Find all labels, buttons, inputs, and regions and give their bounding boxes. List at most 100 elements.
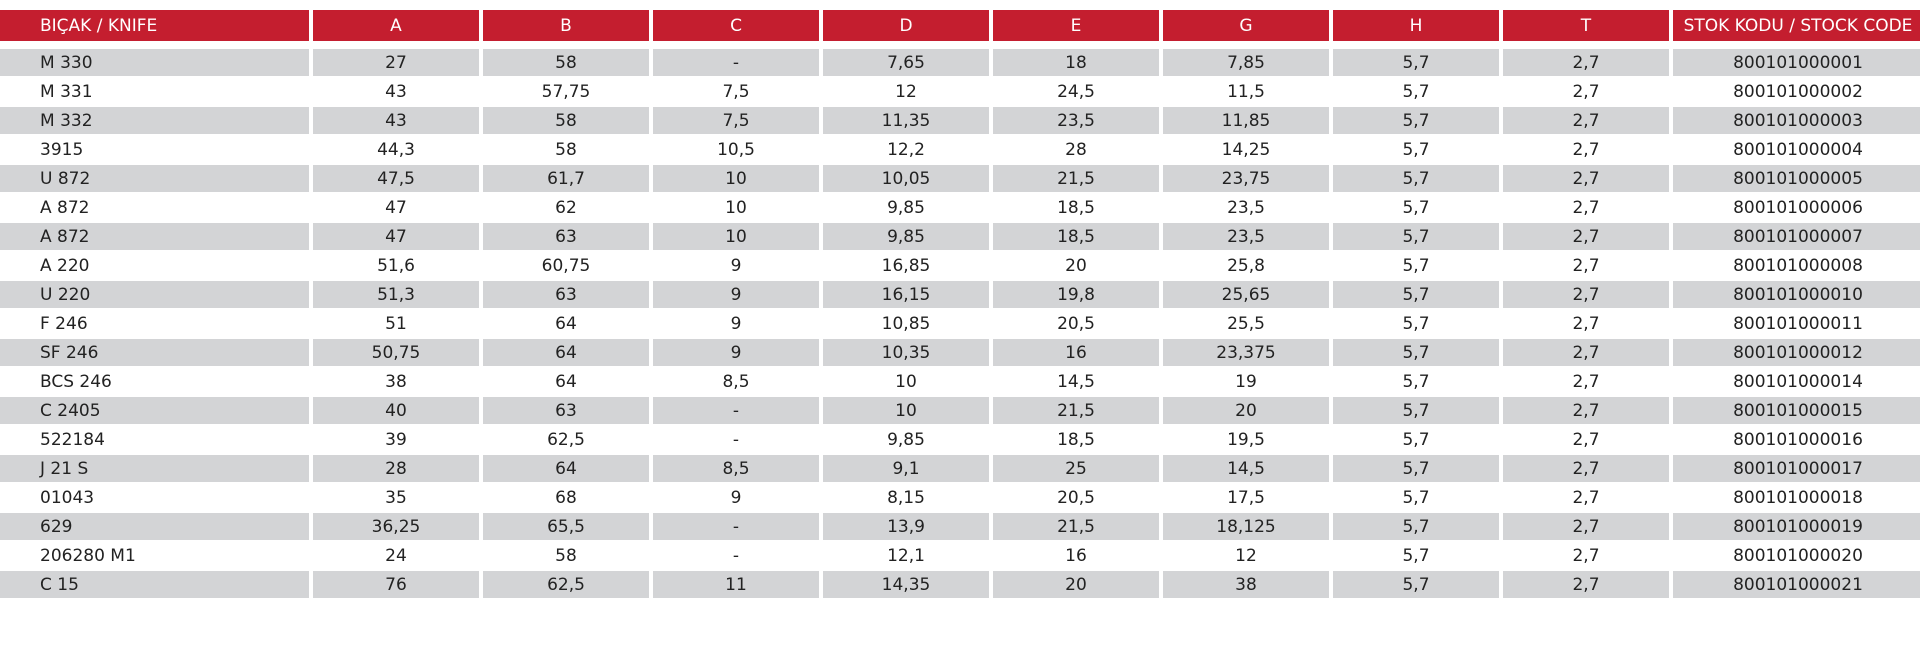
cell: 38 — [1163, 571, 1329, 600]
cell: 2,7 — [1503, 455, 1669, 484]
cell: 5,7 — [1333, 455, 1499, 484]
cell: 38 — [313, 368, 479, 397]
knife-name: M 330 — [0, 49, 309, 78]
knife-name: 629 — [0, 513, 309, 542]
header-cell: H — [1333, 10, 1499, 49]
cell: 24,5 — [993, 78, 1159, 107]
cell: 5,7 — [1333, 513, 1499, 542]
cell: 23,5 — [993, 107, 1159, 136]
cell: 9 — [653, 252, 819, 281]
cell: 14,5 — [993, 368, 1159, 397]
cell: - — [653, 426, 819, 455]
cell: 21,5 — [993, 397, 1159, 426]
knife-name: BCS 246 — [0, 368, 309, 397]
cell: 43 — [313, 107, 479, 136]
header-cell: STOK KODU / STOCK CODE — [1673, 10, 1920, 49]
cell: 800101000011 — [1673, 310, 1920, 339]
cell: 800101000005 — [1673, 165, 1920, 194]
cell: 9,1 — [823, 455, 989, 484]
cell: 62,5 — [483, 426, 649, 455]
cell: 27 — [313, 49, 479, 78]
cell: 800101000020 — [1673, 542, 1920, 571]
cell: 18,125 — [1163, 513, 1329, 542]
cell: 35 — [313, 484, 479, 513]
cell: 18,5 — [993, 426, 1159, 455]
cell: 2,7 — [1503, 194, 1669, 223]
cell: 800101000016 — [1673, 426, 1920, 455]
table-row: C 2405 40 63-10 21,5 20 5,7 2,7 800101000015 — [0, 397, 1920, 426]
cell: 64 — [483, 310, 649, 339]
cell: - — [653, 513, 819, 542]
cell: 64 — [483, 455, 649, 484]
cell: 7,85 — [1163, 49, 1329, 78]
cell: 13,9 — [823, 513, 989, 542]
cell: 50,75 — [313, 339, 479, 368]
cell: 18 — [993, 49, 1159, 78]
cell: 10 — [653, 223, 819, 252]
cell: 19 — [1163, 368, 1329, 397]
cell: 2,7 — [1503, 513, 1669, 542]
knife-name: A 220 — [0, 252, 309, 281]
cell: 16,85 — [823, 252, 989, 281]
cell: 25,8 — [1163, 252, 1329, 281]
header-cell: C — [653, 10, 819, 49]
cell: 8,5 — [653, 455, 819, 484]
cell: 800101000017 — [1673, 455, 1920, 484]
table-row: A 220 51,6 60,75 9 16,85 20 25,8 5,7 2,7 80010100… — [0, 252, 1920, 281]
cell: 47 — [313, 223, 479, 252]
cell: 5,7 — [1333, 368, 1499, 397]
cell: 58 — [483, 107, 649, 136]
header-cell: D — [823, 10, 989, 49]
table-row: A 872 47 63 10 9,85 18,5 23,5 5,7 2,7 80010100000… — [0, 223, 1920, 252]
knife-name: A 872 — [0, 223, 309, 252]
header-cell: E — [993, 10, 1159, 49]
cell: 12,1 — [823, 542, 989, 571]
cell: 2,7 — [1503, 571, 1669, 600]
cell: 17,5 — [1163, 484, 1329, 513]
cell: 10 — [653, 194, 819, 223]
cell: 44,3 — [313, 136, 479, 165]
cell: 5,7 — [1333, 107, 1499, 136]
cell: 58 — [483, 136, 649, 165]
cell: 63 — [483, 397, 649, 426]
cell: 800101000018 — [1673, 484, 1920, 513]
cell: 63 — [483, 223, 649, 252]
cell: 23,75 — [1163, 165, 1329, 194]
cell: 800101000010 — [1673, 281, 1920, 310]
cell: 10,05 — [823, 165, 989, 194]
cell: 18,5 — [993, 194, 1159, 223]
cell: 25 — [993, 455, 1159, 484]
cell: 2,7 — [1503, 49, 1669, 78]
cell: 2,7 — [1503, 484, 1669, 513]
cell: 2,7 — [1503, 252, 1669, 281]
cell: 62,5 — [483, 571, 649, 600]
table-row: BCS 246 38 64 8,5 10 14,5 19 5,7 2,7 800101000014 — [0, 368, 1920, 397]
cell: 16,15 — [823, 281, 989, 310]
cell: 5,7 — [1333, 310, 1499, 339]
knife-name: A 872 — [0, 194, 309, 223]
cell: 11,5 — [1163, 78, 1329, 107]
cell: 18,5 — [993, 223, 1159, 252]
cell: 5,7 — [1333, 165, 1499, 194]
knife-name: 206280 M1 — [0, 542, 309, 571]
cell: 10,35 — [823, 339, 989, 368]
cell: 5,7 — [1333, 223, 1499, 252]
cell: 11,85 — [1163, 107, 1329, 136]
cell: 12 — [823, 78, 989, 107]
header-cell: G — [1163, 10, 1329, 49]
cell: 62 — [483, 194, 649, 223]
cell: 19,5 — [1163, 426, 1329, 455]
cell: 800101000006 — [1673, 194, 1920, 223]
knife-name: J 21 S — [0, 455, 309, 484]
header-cell: A — [313, 10, 479, 49]
cell: 58 — [483, 49, 649, 78]
cell: 11 — [653, 571, 819, 600]
header-cell: BIÇAK / KNIFE — [0, 10, 309, 49]
cell: 800101000002 — [1673, 78, 1920, 107]
cell: 2,7 — [1503, 281, 1669, 310]
cell: 800101000019 — [1673, 513, 1920, 542]
cell: 23,375 — [1163, 339, 1329, 368]
cell: 2,7 — [1503, 397, 1669, 426]
cell: 40 — [313, 397, 479, 426]
cell: 14,5 — [1163, 455, 1329, 484]
